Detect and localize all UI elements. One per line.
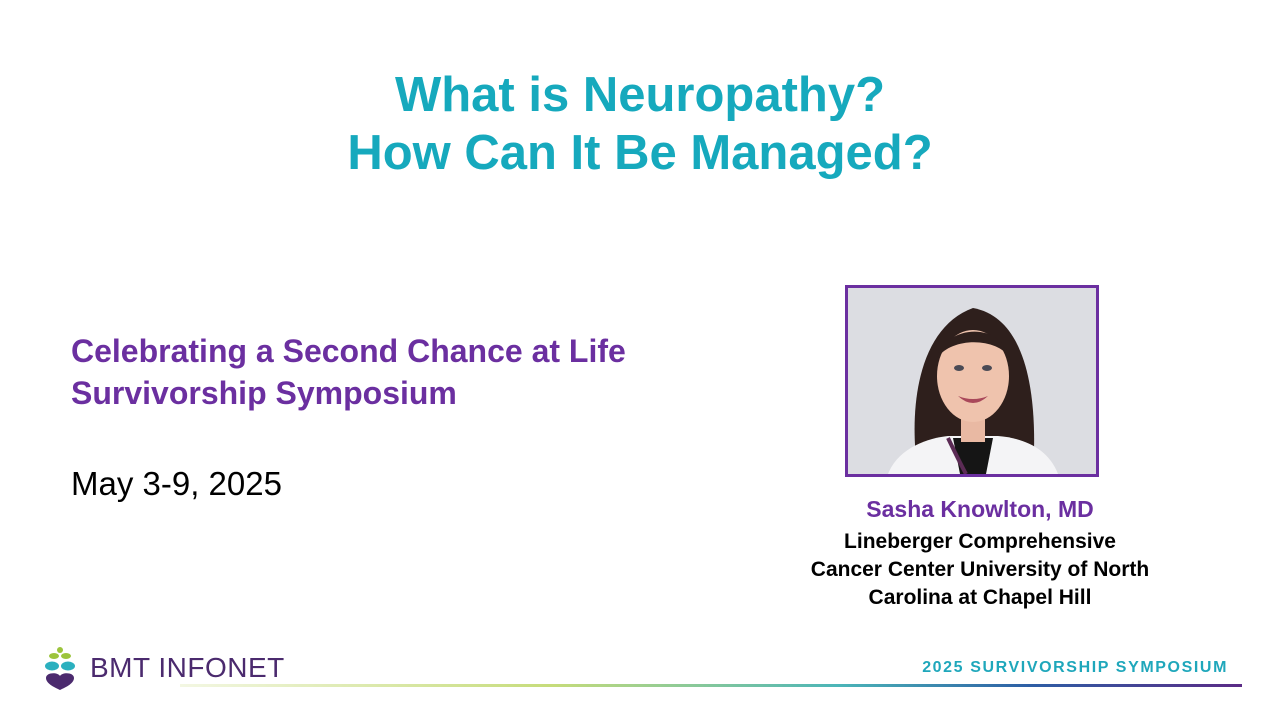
affiliation-line: Cancer Center University of North: [810, 558, 1150, 581]
event-date: May 3-9, 2025: [71, 465, 282, 502]
slide-title: What is Neuropathy? How Can It Be Manage…: [0, 66, 1280, 182]
event-line-1: Celebrating a Second Chance at Life: [71, 333, 626, 369]
affiliation-line: Carolina at Chapel Hill: [868, 586, 1092, 609]
title-line-2: How Can It Be Managed?: [347, 126, 933, 180]
footer-gradient-line: [180, 684, 1242, 687]
symposium-tagline: 2025 SURVIVORSHIP SYMPOSIUM: [922, 659, 1228, 676]
logo-text: BMT INFONET: [90, 652, 285, 683]
affiliation-line: Lineberger Comprehensive: [844, 530, 1116, 553]
speaker-affiliation: Lineberger Comprehensive Cancer Center U…: [770, 528, 1190, 612]
speaker-name: Sasha Knowlton, MD: [866, 496, 1094, 522]
event-name: Celebrating a Second Chance at Life Surv…: [71, 330, 626, 414]
speaker-photo: [845, 285, 1099, 477]
event-line-2: Survivorship Symposium: [71, 375, 457, 411]
bmt-infonet-logo: BMT INFONET: [44, 646, 285, 690]
title-line-1: What is Neuropathy?: [394, 68, 886, 122]
logo-plant-icon: [45, 647, 75, 690]
